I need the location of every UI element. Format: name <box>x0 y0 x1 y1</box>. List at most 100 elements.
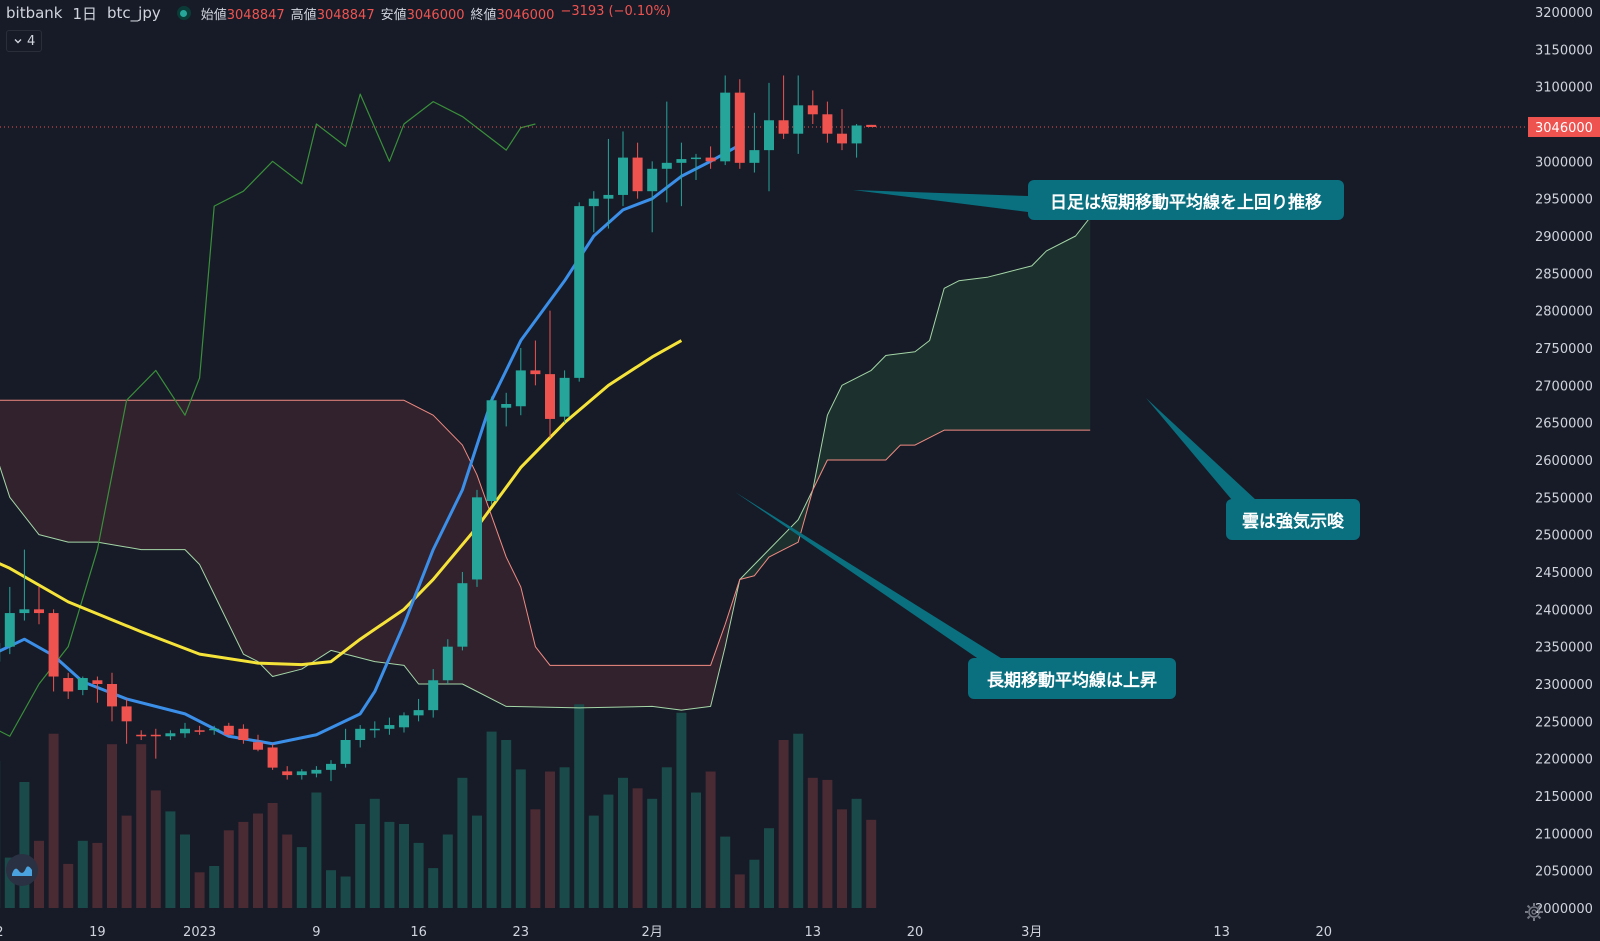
time-tick-label: 3月 <box>1021 925 1042 940</box>
price-tick-label: 2750000 <box>1535 342 1593 357</box>
candle-up <box>603 194 614 199</box>
candle-down <box>253 742 263 750</box>
price-tick-label: 3000000 <box>1535 155 1593 170</box>
short-ma-line <box>0 143 741 746</box>
candle-down <box>92 680 103 684</box>
candle-down <box>734 92 745 163</box>
volume-bar <box>793 733 804 908</box>
symbol-name[interactable]: btc_jpy <box>107 4 161 22</box>
price-tick-label: 2500000 <box>1535 529 1593 544</box>
close-value: 3046000 <box>496 7 555 23</box>
volume-bar <box>238 821 249 908</box>
volume-bar <box>267 803 278 908</box>
long-ma-line <box>0 339 683 667</box>
tradingview-logo-button[interactable] <box>6 854 38 886</box>
gear-icon[interactable] <box>1524 902 1544 922</box>
candle-up <box>515 370 526 407</box>
candle-down <box>48 613 59 677</box>
candle-down <box>150 734 161 737</box>
volume-bar <box>399 824 409 908</box>
exchange-name[interactable]: bitbank <box>6 4 63 22</box>
candle-down <box>34 609 44 614</box>
interval-label[interactable]: 1日 <box>72 4 98 23</box>
price-tick-label: 2000000 <box>1535 902 1593 917</box>
candle-up <box>340 740 351 764</box>
time-tick-label: 16 <box>410 925 427 940</box>
time-axis[interactable]: 12 19 2023 9 16 23 2月 13 20 3月 13 20 <box>0 925 1332 940</box>
price-tick-label: 2250000 <box>1535 715 1593 730</box>
volume-bar <box>355 824 366 908</box>
volume-bar <box>107 744 117 908</box>
candle-down <box>705 157 716 162</box>
close-label: 終値 <box>470 7 497 23</box>
price-axis[interactable]: 2000000 2050000 2100000 2150000 2200000 22500… <box>1528 0 1600 941</box>
volume-bar <box>428 868 439 908</box>
candle-down <box>866 124 877 127</box>
price-tick-label: 2600000 <box>1535 454 1593 469</box>
high-label: 高値 <box>290 7 317 23</box>
candle-up <box>384 725 395 729</box>
volume-bar <box>340 876 351 908</box>
candle-up <box>369 728 380 731</box>
volume-bar <box>19 782 30 908</box>
price-tick-label: 3200000 <box>1535 6 1593 21</box>
price-tick-label: 2800000 <box>1535 305 1593 320</box>
volume-bar <box>326 870 336 908</box>
bullish-cloud-segment <box>739 217 1091 580</box>
volume-bar <box>223 830 234 908</box>
volume-bar <box>486 731 497 908</box>
candle-up <box>413 710 424 716</box>
candle-up <box>399 715 409 728</box>
candle-up <box>165 733 176 737</box>
candle-up <box>793 105 804 134</box>
volume-bar <box>676 712 687 908</box>
volume-bar <box>647 798 658 908</box>
volume-bar <box>866 819 877 908</box>
time-tick-label: 20 <box>907 925 924 940</box>
candle-up <box>661 162 672 169</box>
candle-up <box>355 728 366 740</box>
time-tick-label: 9 <box>312 925 320 940</box>
candle-up <box>618 157 628 195</box>
open-value: 3048847 <box>226 7 285 23</box>
last-price-label: 3046000 <box>1535 121 1593 136</box>
time-tick-label: 19 <box>89 925 106 940</box>
volume-bar <box>92 842 103 908</box>
candle-up <box>691 157 701 160</box>
volume-bar <box>720 836 731 908</box>
price-tick-label: 2350000 <box>1535 641 1593 656</box>
candle-up <box>588 198 599 207</box>
candlesticks <box>0 75 877 782</box>
price-tick-label: 2200000 <box>1535 753 1593 768</box>
time-tick-label: 2月 <box>642 925 663 940</box>
candle-down <box>545 374 555 419</box>
candle-up <box>326 763 336 770</box>
candle-up <box>19 609 30 614</box>
volume-bar <box>4 857 15 908</box>
chart-header: bitbank 1日 btc_jpy 始値3048847 高値3048847 安… <box>6 2 671 24</box>
volume-bar <box>413 842 424 908</box>
volume-bar <box>545 771 555 908</box>
volume-bar <box>48 733 59 908</box>
price-tick-label: 2150000 <box>1535 790 1593 805</box>
market-status-icon <box>176 6 191 20</box>
volume-bar <box>501 740 512 908</box>
volume-bar <box>457 777 468 908</box>
volume-bar <box>180 834 190 908</box>
price-tick-label: 2700000 <box>1535 379 1593 394</box>
price-tick-label: 2550000 <box>1535 491 1593 506</box>
time-tick-label: 12 <box>0 925 3 940</box>
candle-up <box>676 159 687 163</box>
low-label: 安値 <box>380 7 407 23</box>
price-tick-label: 2400000 <box>1535 603 1593 618</box>
time-tick-label: 13 <box>805 925 822 940</box>
volume-bar <box>136 744 147 908</box>
price-tick-label: 2650000 <box>1535 417 1593 432</box>
annotation-short-ma: 日足は短期移動平均線を上回り推移 <box>1028 180 1344 220</box>
volume-bar <box>311 792 322 908</box>
price-tick-label: 2950000 <box>1535 193 1593 208</box>
volume-bars <box>0 704 877 908</box>
indicator-toggle-button[interactable]: 4 <box>6 30 43 52</box>
volume-bar <box>822 779 833 908</box>
